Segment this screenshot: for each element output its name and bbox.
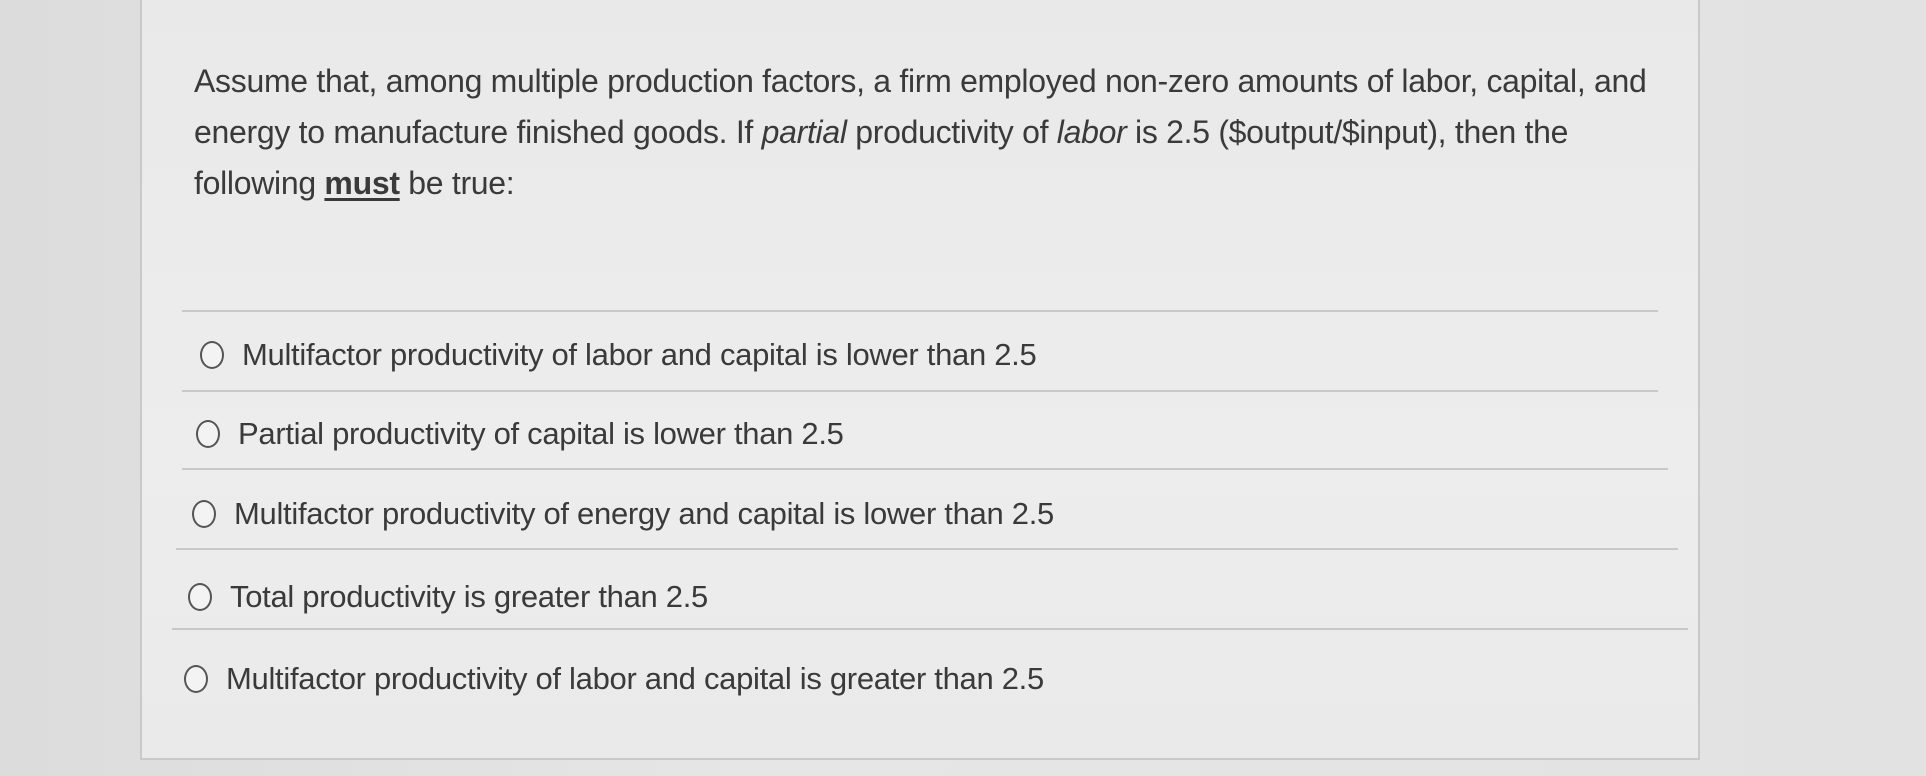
question-card: Assume that, among multiple production f… (140, 0, 1700, 760)
question-text-part: is 2.5 ($output/$input), then the follow… (194, 114, 1569, 201)
answer-option-5[interactable]: Multifactor productivity of labor and ca… (170, 640, 1658, 718)
answer-option-2[interactable]: Partial productivity of capital is lower… (182, 395, 1658, 473)
divider (182, 468, 1668, 470)
option-label: Partial productivity of capital is lower… (238, 416, 844, 451)
divider (172, 628, 1688, 630)
question-emphasis-must: must (324, 165, 400, 201)
question-text-part: productivity of (846, 114, 1057, 150)
question-text-part: Assume that, among multiple production f… (194, 63, 1647, 150)
radio-button[interactable] (196, 420, 220, 448)
radio-button[interactable] (192, 500, 216, 528)
answer-option-4[interactable]: Total productivity is greater than 2.5 (174, 558, 1658, 636)
radio-button[interactable] (200, 341, 224, 369)
divider (182, 310, 1658, 312)
question-text: Assume that, among multiple production f… (194, 56, 1654, 209)
divider (182, 390, 1658, 392)
option-label: Multifactor productivity of labor and ca… (242, 337, 1037, 372)
option-label: Multifactor productivity of labor and ca… (226, 661, 1044, 696)
question-italic-partial: partial (761, 114, 847, 150)
question-italic-labor: labor (1056, 114, 1127, 150)
option-label: Multifactor productivity of energy and c… (234, 496, 1054, 531)
question-text-part: be true: (399, 165, 515, 201)
answer-option-3[interactable]: Multifactor productivity of energy and c… (178, 475, 1658, 553)
divider (176, 548, 1678, 550)
option-label: Total productivity is greater than 2.5 (230, 579, 708, 614)
radio-button[interactable] (188, 583, 212, 611)
radio-button[interactable] (184, 665, 208, 693)
answer-option-1[interactable]: Multifactor productivity of labor and ca… (186, 316, 1658, 394)
